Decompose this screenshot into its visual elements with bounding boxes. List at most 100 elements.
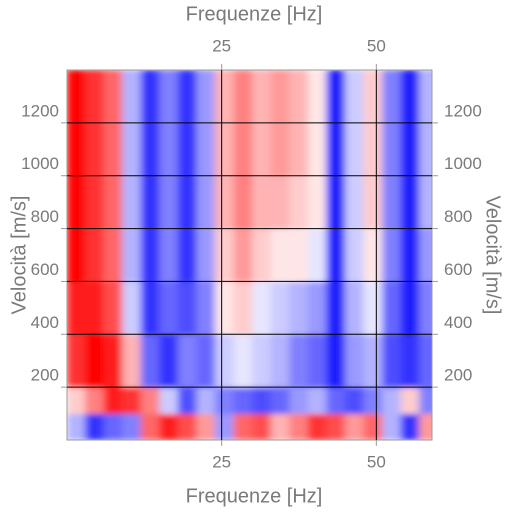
heat-cell	[252, 122, 272, 177]
heat-cell	[177, 228, 198, 282]
heat-cell	[289, 333, 309, 388]
heat-cell	[67, 175, 87, 230]
y-tick-label-right: 1200	[444, 101, 482, 120]
heat-cell	[289, 175, 309, 230]
heat-cell	[67, 228, 87, 282]
y-tick-label-right: 800	[444, 207, 472, 226]
heat-cell	[252, 280, 272, 335]
heat-cell	[122, 280, 142, 335]
heat-cell	[140, 175, 161, 230]
heat-cell	[307, 413, 328, 440]
heat-cell	[85, 175, 105, 230]
heat-cell	[85, 228, 105, 282]
heatmap	[67, 70, 432, 440]
heat-cell	[122, 122, 142, 177]
heat-cell	[214, 175, 235, 230]
heat-cell	[85, 122, 105, 177]
heat-cell	[140, 333, 161, 388]
x-tick-label-top: 25	[212, 36, 231, 55]
heat-cell	[233, 122, 254, 177]
heat-cell	[419, 386, 432, 415]
heat-cell	[326, 122, 346, 177]
heat-cell	[159, 228, 179, 282]
y-tick-label: 1200	[21, 101, 59, 120]
heat-cell	[289, 413, 309, 440]
heat-cell	[326, 175, 346, 230]
y-tick-label: 200	[31, 366, 59, 385]
heat-cell	[159, 333, 179, 388]
heat-cell	[122, 70, 142, 124]
heat-cell	[419, 70, 432, 124]
heat-cell	[344, 413, 365, 440]
heat-cell	[307, 228, 328, 282]
heat-cell	[400, 333, 421, 388]
heat-cell	[382, 413, 402, 440]
heat-cell	[103, 228, 124, 282]
heat-cell	[67, 333, 87, 388]
heat-cell	[307, 280, 328, 335]
heat-cell	[270, 386, 291, 415]
heat-cell	[233, 333, 254, 388]
heat-cell	[67, 386, 87, 415]
heat-cell	[326, 413, 346, 440]
heat-cell	[85, 70, 105, 124]
heat-cell	[344, 228, 365, 282]
heat-cell	[382, 386, 402, 415]
heat-cell	[67, 280, 87, 335]
heat-cell	[214, 333, 235, 388]
heat-cell	[363, 228, 384, 282]
heat-cell	[270, 70, 291, 124]
heat-cell	[289, 280, 309, 335]
heat-cell	[419, 122, 432, 177]
heat-cell	[214, 386, 235, 415]
heat-cell	[382, 70, 402, 124]
heat-cell	[382, 228, 402, 282]
heat-cell	[214, 70, 235, 124]
heat-cell	[214, 280, 235, 335]
heat-cell	[270, 280, 291, 335]
heat-cell	[270, 228, 291, 282]
heat-cell	[344, 280, 365, 335]
heat-cell	[159, 122, 179, 177]
heat-cell	[122, 413, 142, 440]
heat-cell	[214, 122, 235, 177]
heat-cell	[382, 280, 402, 335]
y-tick-label-right: 1000	[444, 154, 482, 173]
heat-cell	[103, 122, 124, 177]
heat-cell	[196, 122, 216, 177]
heat-cell	[326, 333, 346, 388]
heat-cell	[177, 280, 198, 335]
heat-cell	[307, 70, 328, 124]
heat-cell	[85, 386, 105, 415]
heat-cell	[289, 70, 309, 124]
x-tick-label-top: 50	[367, 36, 386, 55]
y-tick-label-right: 400	[444, 313, 472, 332]
heat-cell	[400, 280, 421, 335]
heat-cell	[196, 386, 216, 415]
heat-cell	[382, 333, 402, 388]
heat-cell	[140, 70, 161, 124]
heat-cell	[400, 413, 421, 440]
heat-cell	[233, 228, 254, 282]
heat-cell	[419, 280, 432, 335]
heat-cell	[233, 413, 254, 440]
heat-cell	[233, 280, 254, 335]
heat-cell	[214, 413, 235, 440]
y-tick-label-right: 200	[444, 366, 472, 385]
heat-cell	[177, 70, 198, 124]
heat-cell	[196, 175, 216, 230]
heat-cell	[326, 70, 346, 124]
heat-cell	[344, 122, 365, 177]
y-tick-label: 1000	[21, 154, 59, 173]
heat-cell	[326, 280, 346, 335]
heat-cell	[307, 122, 328, 177]
heat-cell	[270, 333, 291, 388]
heat-cell	[159, 386, 179, 415]
heat-cell	[214, 228, 235, 282]
heat-cell	[252, 228, 272, 282]
heat-cell	[270, 413, 291, 440]
heat-cell	[196, 280, 216, 335]
heat-cell	[177, 333, 198, 388]
heat-cell	[363, 70, 384, 124]
